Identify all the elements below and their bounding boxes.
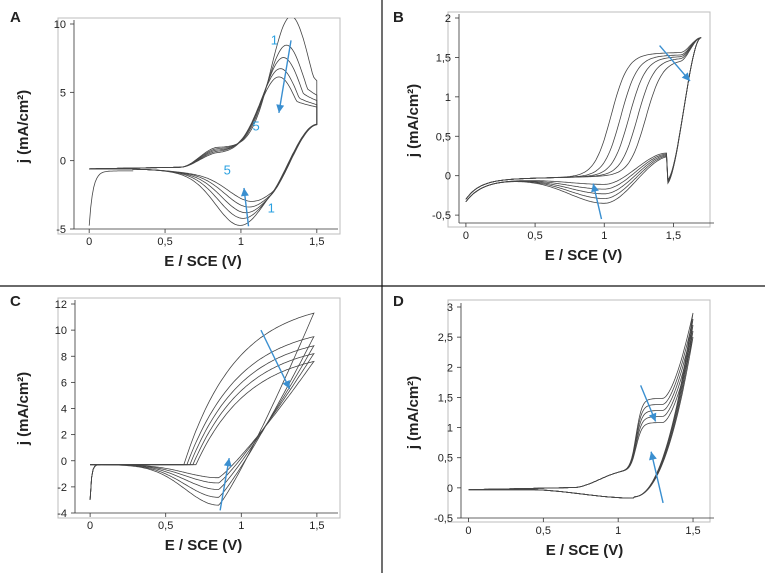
panel-c-y-tick-label: 12	[55, 299, 67, 311]
panel-d-series-4	[468, 331, 694, 499]
panel-c-y-axis-title: j (mA/cm²)	[15, 372, 32, 446]
panel-d-arrow-2	[650, 451, 664, 504]
panel-a-arrow-2-head	[240, 188, 249, 197]
panel-d-label: D	[393, 293, 404, 310]
panel-a-series-2	[89, 44, 318, 219]
panel-b-y-tick-label: -0,5	[432, 210, 451, 222]
panel-a-x-tick-label: 1,5	[309, 236, 324, 248]
panel-b-x-tick-label: 1	[601, 230, 607, 242]
panel-b-series-5	[465, 37, 702, 202]
panel-c-plot-area	[89, 312, 315, 506]
panel-b-y-tick-label: 2	[445, 13, 451, 25]
panel-d-series-5	[468, 337, 694, 499]
panel-b-x-tick-label: 0	[463, 230, 469, 242]
panel-d-arrow-2-head	[649, 451, 657, 461]
panel-a-arrow-1	[278, 40, 292, 113]
panel-b-arrow-1-head	[681, 72, 691, 82]
panel-a-x-tick-label: 0,5	[157, 236, 172, 248]
panel-d-y-tick-label: 1,5	[438, 392, 453, 404]
panel-c-y-tick-label: 2	[61, 430, 67, 442]
panel-d-x-tick-label: 0,5	[536, 525, 551, 537]
panel-c-y-tick-label: 10	[55, 325, 67, 337]
panel-d-y-tick-label: 0	[447, 483, 453, 495]
panel-d-x-tick-label: 1	[615, 525, 621, 537]
panel-c-y-tick-label: 6	[61, 377, 67, 389]
panel-b-label: B	[393, 9, 404, 26]
panel-a-x-axis-title: E / SCE (V)	[164, 253, 242, 270]
panel-d-arrow-1-head	[648, 412, 657, 422]
panel-a-y-tick-label: -5	[56, 224, 66, 236]
panel-a: A 0 0,5 1 1,5 -5 0 5 10 E / SCE (V) j (mA/cm²) 1 5 5 1	[10, 9, 341, 270]
panel-d-y-tick-label: 3	[447, 302, 453, 314]
panel-c-y-tick-label: 4	[61, 404, 67, 416]
panel-a-y-tick-label: 5	[60, 87, 66, 99]
panel-c-arrow-2-head	[223, 458, 232, 467]
panel-a-initial-sweep	[88, 170, 134, 226]
panel-c-arrow-2	[219, 458, 230, 511]
panel-c-series-5	[89, 360, 315, 500]
panel-c-x-tick-label: 1,5	[309, 520, 324, 532]
panel-a-plot-area	[88, 18, 318, 226]
panel-b-x-tick-label: 1,5	[666, 230, 681, 242]
panel-a-y-tick-label: 10	[54, 19, 66, 31]
panel-a-y-axis-title: j (mA/cm²)	[15, 90, 32, 164]
panel-d-y-axis-title: j (mA/cm²)	[405, 376, 422, 450]
panel-c-x-axis-title: E / SCE (V)	[165, 537, 243, 554]
panel-b-x-axis-title: E / SCE (V)	[545, 247, 623, 264]
panel-b-series-1	[465, 37, 702, 204]
panel-a-label: A	[10, 9, 21, 26]
panel-b-x-tick-label: 0,5	[527, 230, 542, 242]
panel-d-x-tick-label: 1,5	[685, 525, 700, 537]
panel-b-y-axis-title: j (mA/cm²)	[405, 84, 422, 158]
panel-a-annotation-1: 1	[271, 33, 278, 48]
panel-a-series-5	[89, 76, 318, 202]
panel-b-y-tick-label: 0,5	[436, 131, 451, 143]
panel-b-frame	[447, 11, 711, 228]
panel-a-annotation-4: 1	[268, 201, 275, 216]
panel-c-arrow-1	[260, 329, 291, 390]
panel-a-annotation-3: 5	[224, 162, 231, 177]
panel-a-arrow-1-head	[276, 104, 285, 113]
panel-c-x-tick-label: 1	[238, 520, 244, 532]
panel-c-frame	[57, 297, 341, 519]
panel-a-x-tick-label: 0	[86, 236, 92, 248]
panel-d-plot-area	[468, 312, 694, 499]
panel-d-series-3	[468, 325, 694, 499]
panel-d-x-axis-title: E / SCE (V)	[546, 542, 624, 559]
panel-b: B 0 0,5 1 1,5 -0,5 0 0,5 1 1,5 2 E / SCE (V) j (mA/c…	[393, 9, 714, 264]
panel-b-arrow-2-head	[591, 183, 599, 193]
panel-d-y-tick-label: 0,5	[438, 453, 453, 465]
panel-d-y-tick-label: -0,5	[434, 513, 453, 525]
panel-a-annotation-2: 5	[253, 119, 260, 134]
panel-b-y-tick-label: 0	[445, 171, 451, 183]
panel-c-x-tick-label: 0,5	[158, 520, 173, 532]
panel-b-y-tick-label: 1,5	[436, 52, 451, 64]
panel-b-plot-area	[465, 37, 702, 204]
panel-c-series-2	[89, 336, 315, 500]
panel-d-y-tick-label: 2,5	[438, 332, 453, 344]
panel-a-x-tick-label: 1	[238, 236, 244, 248]
panel-b-y-tick-label: 1	[445, 92, 451, 104]
panel-a-frame	[57, 17, 341, 235]
panel-d-y-tick-label: 2	[447, 362, 453, 374]
panel-c-y-tick-label: 8	[61, 351, 67, 363]
panel-c-label: C	[10, 293, 21, 310]
panel-c-y-tick-label: -2	[57, 482, 67, 494]
panel-c-arrow-1-head	[282, 379, 290, 389]
panel-a-y-tick-label: 0	[60, 156, 66, 168]
panel-d-y-tick-label: 1	[447, 423, 453, 435]
panel-d-x-tick-label: 0	[465, 525, 471, 537]
panel-c-series-4	[89, 352, 315, 500]
panel-c-x-tick-label: 0	[87, 520, 93, 532]
panel-d: D 0 0,5 1 1,5 -0,5 0 0,5 1 1,5 2 2,5 3 E / SCE (V) j (…	[393, 293, 714, 559]
panel-c-y-tick-label: 0	[61, 456, 67, 468]
panel-d-frame	[447, 299, 711, 523]
panel-c-y-tick-label: -4	[57, 508, 67, 520]
panel-c: C 0 0,5 1 1,5 -4 -2 0 2 4 6 8 10 12 E / SCE (V) j (mA/c…	[10, 293, 341, 554]
